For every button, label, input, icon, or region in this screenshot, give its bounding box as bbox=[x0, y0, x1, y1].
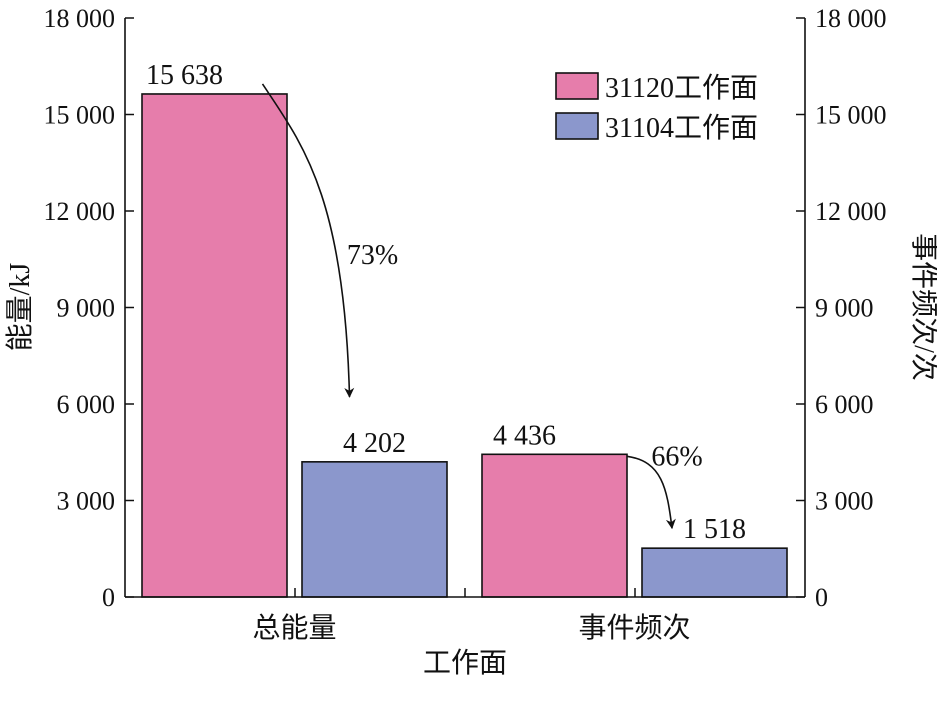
x-axis-title: 工作面 bbox=[423, 647, 507, 679]
bar-0-1 bbox=[301, 461, 448, 598]
annotation-text-0: 73% bbox=[347, 240, 398, 271]
y-tick-label-right-0: 0 bbox=[815, 583, 828, 612]
y-tick-label-left-6: 18 000 bbox=[44, 4, 116, 33]
y-tick-label-left-4: 12 000 bbox=[44, 197, 116, 226]
y-axis-title: 能量/kJ bbox=[4, 263, 36, 352]
y-tick-label-right-5: 15 000 bbox=[815, 101, 887, 130]
y-tick-label-left-3: 9 000 bbox=[57, 294, 116, 323]
annotations-layer: 73% 66% bbox=[261, 83, 703, 530]
data-label-0-0: 15 638 bbox=[146, 60, 223, 91]
y-tick-label-left-2: 6 000 bbox=[57, 390, 116, 419]
y-tick-label-left-0: 0 bbox=[102, 583, 115, 612]
data-label-1-1: 1 518 bbox=[683, 514, 746, 545]
data-label-0-1: 4 202 bbox=[343, 428, 406, 459]
legend-swatch-1 bbox=[555, 112, 599, 140]
y-tick-label-right-3: 9 000 bbox=[815, 294, 874, 323]
axes-layer: 0 0 3 000 3 000 6 000 6 000 9 000 9 000 12 000 12… bbox=[4, 4, 937, 679]
y-tick-label-right-2: 6 000 bbox=[815, 390, 874, 419]
bar-1-0 bbox=[481, 453, 628, 598]
y-tick-label-right-1: 3 000 bbox=[815, 487, 874, 516]
legend-label-0: 31120工作面 bbox=[605, 72, 758, 104]
y-tick-label-left-1: 3 000 bbox=[57, 487, 116, 516]
legend-label-1: 31104工作面 bbox=[605, 112, 758, 144]
y2-axis-title: 事件频次/次 bbox=[908, 233, 937, 381]
annotation-text-1: 66% bbox=[651, 441, 702, 472]
bar-0-0 bbox=[141, 93, 288, 598]
category-label-0: 总能量 bbox=[252, 612, 336, 644]
annotation-arrow-1 bbox=[626, 455, 676, 530]
bar-1-1 bbox=[641, 547, 788, 598]
data-label-1-0: 4 436 bbox=[493, 420, 556, 451]
legend-swatch-0 bbox=[555, 72, 599, 100]
bars-layer: 15 638 4 436 4 202 1 518 bbox=[141, 60, 788, 598]
y-tick-label-right-4: 12 000 bbox=[815, 197, 887, 226]
category-label-1: 事件频次 bbox=[578, 612, 690, 644]
y-tick-label-right-6: 18 000 bbox=[815, 4, 887, 33]
annotation-arrow-0 bbox=[261, 83, 355, 398]
legend: 31120工作面 31104工作面 bbox=[555, 72, 758, 144]
y-tick-label-left-5: 15 000 bbox=[44, 101, 116, 130]
